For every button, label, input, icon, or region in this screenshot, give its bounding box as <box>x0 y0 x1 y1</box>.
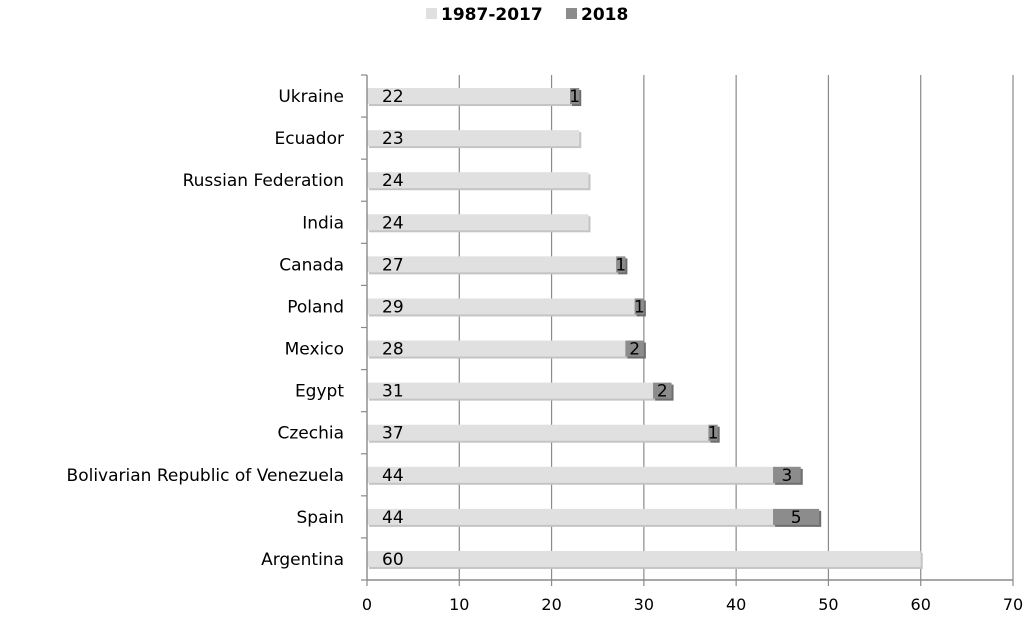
category-label: Bolivarian Republic of Venezuela <box>67 466 344 486</box>
category-labels: Ukraine Ecuador Russian Federation India Can… <box>67 87 345 570</box>
x-tick-label: 10 <box>449 595 469 614</box>
data-label-1987-2017: 27 <box>382 255 404 275</box>
x-tick-label: 40 <box>726 595 746 614</box>
x-tick-label: 50 <box>818 595 838 614</box>
x-tick-label: 60 <box>911 595 931 614</box>
bar-2018 <box>773 508 820 525</box>
bar-1987-2017 <box>367 466 774 483</box>
category-label: Canada <box>279 255 344 275</box>
bar-2018 <box>708 424 718 441</box>
bar-2018 <box>570 88 580 105</box>
x-tick-label: 70 <box>1003 595 1023 614</box>
x-tick-label: 20 <box>541 595 561 614</box>
data-label-1987-2017: 24 <box>382 213 404 233</box>
bar-2018 <box>616 256 626 273</box>
bar-2018 <box>653 382 672 399</box>
data-label-1987-2017: 60 <box>382 550 404 570</box>
bars <box>367 88 923 569</box>
data-label-1987-2017: 44 <box>382 508 404 528</box>
data-label-2018: 2 <box>629 340 640 360</box>
category-label: Czechia <box>277 424 344 444</box>
data-label-1987-2017: 23 <box>382 129 404 149</box>
bar-1987-2017 <box>367 214 589 231</box>
data-label-2018: 1 <box>634 297 645 317</box>
data-label-1987-2017: 22 <box>382 87 404 107</box>
data-label-2018: 2 <box>657 382 668 402</box>
bar-1987-2017 <box>367 382 654 399</box>
x-tick-label: 0 <box>362 595 372 614</box>
data-label-1987-2017: 37 <box>382 424 404 444</box>
category-label: Ukraine <box>278 87 344 107</box>
legend-swatch-1987-2017 <box>426 8 437 19</box>
data-label-2018: 1 <box>569 87 580 107</box>
bar-1987-2017 <box>367 88 571 105</box>
category-label: Spain <box>297 508 345 528</box>
bar-1987-2017 <box>367 508 774 525</box>
x-tick-label: 30 <box>634 595 654 614</box>
data-labels: 22 1 23 24 24 27 1 29 1 28 2 31 2 37 1 44 3 44 5 60 <box>382 87 802 570</box>
data-label-2018: 5 <box>791 508 802 528</box>
bar-1987-2017 <box>367 172 589 189</box>
category-label: Argentina <box>261 550 344 570</box>
bar-1987-2017 <box>367 298 635 315</box>
axes <box>361 74 1014 586</box>
legend-label: 1987-2017 <box>441 5 543 25</box>
data-label-1987-2017: 28 <box>382 340 404 360</box>
data-label-2018: 1 <box>615 255 626 275</box>
bar-1987-2017 <box>367 130 580 147</box>
bar-2018 <box>634 298 644 315</box>
data-label-2018: 3 <box>781 466 792 486</box>
bar-2018 <box>625 340 644 357</box>
category-label: Russian Federation <box>183 171 344 191</box>
gridlines <box>458 75 1014 580</box>
category-label: India <box>302 213 344 233</box>
bar-1987-2017 <box>367 256 617 273</box>
legend: 1987-2017 2018 <box>426 5 628 25</box>
data-label-1987-2017: 31 <box>382 382 404 402</box>
category-label: Ecuador <box>275 129 344 149</box>
x-tick-labels: 0 10 20 30 40 50 60 70 <box>362 595 1023 614</box>
bar-1987-2017 <box>367 424 709 441</box>
bar-2018 <box>773 466 801 483</box>
bar-1987-2017 <box>367 340 626 357</box>
data-label-2018: 1 <box>708 424 719 444</box>
legend-swatch-2018 <box>566 8 577 19</box>
data-label-1987-2017: 29 <box>382 297 404 317</box>
legend-label: 2018 <box>581 5 628 25</box>
category-label: Mexico <box>285 340 344 360</box>
bar-1987-2017 <box>367 550 921 567</box>
category-label: Poland <box>287 297 344 317</box>
category-label: Egypt <box>295 382 344 402</box>
data-label-1987-2017: 44 <box>382 466 404 486</box>
data-label-1987-2017: 24 <box>382 171 404 191</box>
